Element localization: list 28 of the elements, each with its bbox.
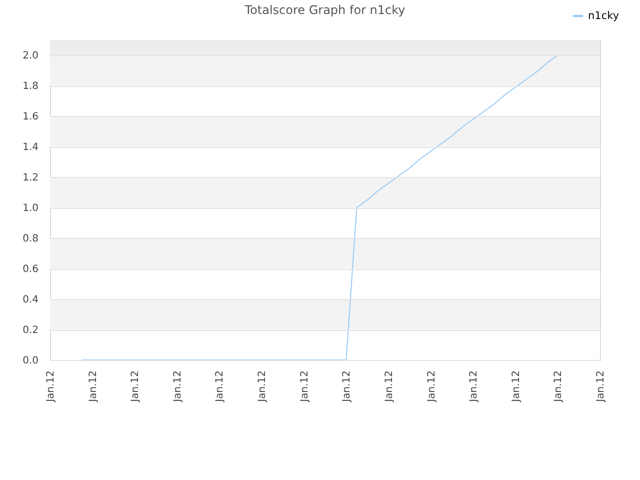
x-tick-label: Jan.12 xyxy=(257,370,268,403)
x-tick-label: Jan.12 xyxy=(172,370,184,403)
x-tick-label: Jan.12 xyxy=(510,370,522,403)
x-tick-label: Jan.12 xyxy=(46,370,56,403)
x-tick-label: Jan.12 xyxy=(130,370,142,403)
x-tick-label: Jan.12 xyxy=(426,370,438,403)
y-tick-label: 1.2 xyxy=(22,172,38,184)
y-tick-label: 0.4 xyxy=(22,294,38,306)
x-tick-label: Jan.12 xyxy=(553,370,564,403)
legend-label: n1cky xyxy=(588,10,620,22)
x-tick-label: Jan.12 xyxy=(596,370,606,403)
x-tick-label: Jan.12 xyxy=(384,370,395,403)
y-tick-label: 1.6 xyxy=(22,112,38,123)
y-tick-label: 2.0 xyxy=(22,50,38,62)
y-tick-label: 1.4 xyxy=(22,142,38,154)
y-tick-label: 0.6 xyxy=(22,264,38,276)
y-tick-label: 1.0 xyxy=(22,203,38,214)
y-tick-label: 0.8 xyxy=(22,234,38,245)
x-tick-label: Jan.12 xyxy=(342,370,353,403)
chart-title: Totalscore Graph for n1cky xyxy=(244,3,406,17)
x-tick-label: Jan.12 xyxy=(214,370,226,403)
y-tick-label: 1.8 xyxy=(22,81,38,92)
line-series xyxy=(81,54,558,360)
y-tick-label: 0.0 xyxy=(22,356,38,366)
x-tick-label: Jan.12 xyxy=(468,370,480,403)
x-tick-label: Jan.12 xyxy=(88,370,99,403)
y-tick-label: 0.2 xyxy=(22,325,38,336)
x-tick-label: Jan.12 xyxy=(299,370,310,403)
